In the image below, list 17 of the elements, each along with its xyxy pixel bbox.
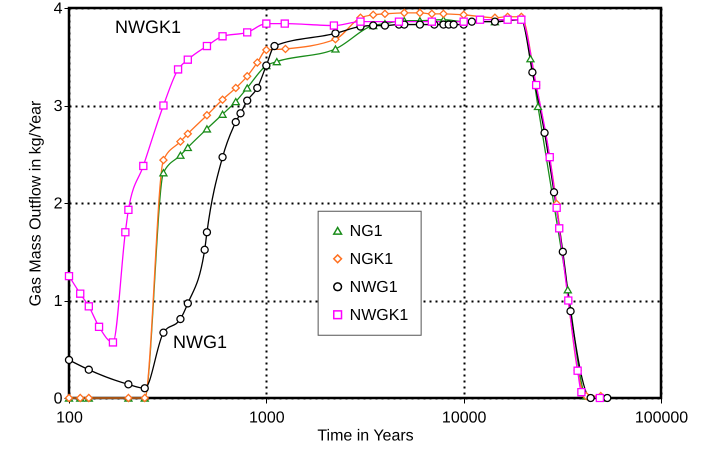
legend-label: NG1 <box>350 222 383 240</box>
y-tick-label: 2 <box>54 196 63 212</box>
legend-label: NWG1 <box>350 278 398 296</box>
y-tick-label: 0 <box>54 390 63 408</box>
annotation: NWGK1 <box>114 17 182 37</box>
y-tick-label: 4 <box>54 0 63 18</box>
legend-label: NWGK1 <box>350 306 408 324</box>
legend-label: NGK1 <box>350 250 394 268</box>
annotation: NWG1 <box>173 332 227 352</box>
y-tick-label: 3 <box>54 98 63 115</box>
y-tick-label: 1 <box>54 293 63 310</box>
y-axis-title: Gas Mass Outflow in kg/Year <box>28 100 45 306</box>
x-tick-label: 100 <box>56 410 83 426</box>
x-tick-label: 100000 <box>634 410 688 426</box>
x-axis-title: Time in Years <box>317 428 414 444</box>
x-tick-label: 1000 <box>249 410 285 426</box>
x-tick-label: 10000 <box>442 410 487 426</box>
